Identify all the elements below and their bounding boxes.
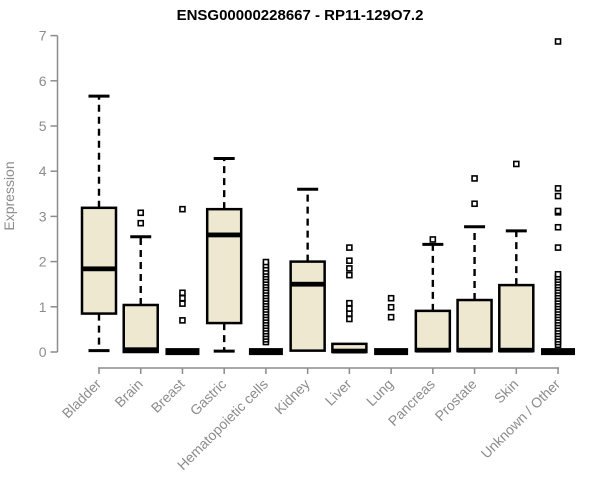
outlier-point [346,257,353,264]
x-tick-label: Liver [322,376,355,409]
x-tick-label: Unknown / Other [478,376,564,462]
y-tick-label: 1 [39,299,47,315]
y-axis-title: Expression [1,161,17,230]
iqr-box [205,207,243,325]
outlier-point [512,160,520,168]
outlier-point [179,317,186,324]
outlier-point [471,175,478,182]
outlier-point [346,315,353,323]
outlier-point [346,265,353,272]
collapsed-box [248,348,283,356]
box-bladder [80,94,118,353]
iqr-box [122,303,159,354]
iqr-box [456,298,493,353]
box-brain [122,209,159,354]
y-tick-label: 2 [39,254,47,270]
iqr-box [414,309,452,353]
box-liver [331,244,368,354]
y-axis: 0 1 2 3 4 5 6 7 [39,28,59,360]
median-line [457,347,492,353]
median-line [82,266,116,272]
outlier-point [554,207,562,215]
median-line [499,347,534,353]
box-breast [165,205,200,356]
outlier-point [429,236,437,243]
outlier-point [554,270,562,278]
outlier-point [179,289,186,297]
outlier-point [346,244,353,251]
box-prostate [456,175,493,353]
outlier-point [554,192,562,200]
outlier-point [346,305,353,312]
box-pancreas [414,236,452,353]
outlier-point [179,300,186,307]
y-tick-label: 4 [39,163,47,179]
outlier-point [179,205,186,213]
box-gastric [205,157,243,353]
x-tick-label: Prostate [432,376,480,424]
outlier-point [346,271,353,279]
outlier-point [137,219,145,227]
outlier-point [387,313,395,321]
x-tick-label: Brain [111,376,145,410]
outlier-point [137,209,145,217]
chart-title: ENSG00000228667 - RP11-129O7.2 [177,7,424,24]
outlier-point [262,258,270,266]
outlier-point [179,294,186,302]
y-tick-label: 3 [39,208,47,224]
outlier-point [387,303,395,311]
y-tick-label: 0 [39,344,47,360]
iqr-box [80,206,118,315]
y-tick-label: 5 [39,118,47,134]
median-line [332,348,367,354]
outlier-point [554,244,562,251]
boxes-layer [80,38,576,356]
iqr-box [289,260,326,352]
outlier-point [346,299,353,307]
x-tick-label: Lung [363,376,396,409]
median-line [123,347,158,353]
y-tick-label: 6 [39,73,47,89]
collapsed-box [374,348,409,356]
box-kidney [289,187,326,352]
collapsed-box [541,348,576,356]
median-line [415,347,450,353]
outlier-point [554,38,562,45]
x-tick-label: Skin [491,376,522,407]
median-line [290,281,325,287]
median-line [207,232,242,238]
collapsed-box [165,348,200,356]
x-tick-label: Kidney [271,376,313,418]
outlier-point [471,200,478,208]
iqr-box [498,283,535,353]
box-unknown-other [541,38,576,356]
x-tick-label: Bladder [59,376,105,422]
y-tick-label: 7 [39,28,47,44]
outlier-point [387,294,395,302]
outlier-point [554,185,562,192]
x-tick-label: Breast [148,376,188,416]
box-skin [498,160,535,353]
box-hematopoietic-cells [248,258,283,356]
box-lung [374,294,409,356]
outlier-point [554,223,562,231]
